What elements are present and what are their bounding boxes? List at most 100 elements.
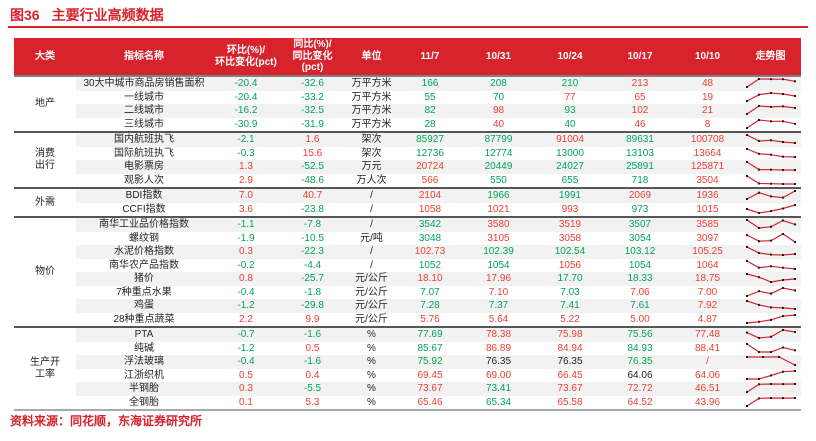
value-cell: 25891 [605, 160, 675, 174]
table-row: 半钢胎 0.3 -5.5% 73.67 73.41 73.67 72.72 46.51 [14, 382, 801, 396]
value-cell: 3105 [487, 232, 510, 244]
yoy-value-cell: 40.7 [280, 187, 345, 203]
yoy-value-cell: -29.8 [280, 299, 345, 313]
trend-sparkline [745, 91, 796, 102]
unit-cell: % [367, 369, 376, 381]
wow-value-cell: -16.2 [212, 104, 280, 118]
unit-cell: 元/吨 [360, 232, 383, 244]
value-cell: 75.56 [605, 326, 675, 342]
value-cell: 93 [535, 104, 605, 118]
value-cell: 69.45 [417, 369, 443, 381]
trend-cell [740, 355, 801, 369]
value-cell: 105.25 [675, 245, 740, 259]
trend-sparkline [745, 396, 796, 407]
value-cell: 12736 [416, 147, 444, 159]
value-cell: 73.67 [535, 382, 605, 396]
trend-cell [740, 326, 801, 342]
value-cell: 1015 [696, 203, 719, 215]
indicator-cell: 螺纹钢 [129, 232, 159, 244]
table-row: 江浙织机 0.5 0.4% 69.45 69.00 66.45 64.06 64.06 [14, 369, 801, 383]
trend-cell [740, 203, 801, 218]
value-cell: 3048 [418, 232, 442, 244]
unit-cell: 万元 [345, 160, 398, 174]
value-cell: 7.37 [462, 299, 535, 313]
wow-value-cell: -1.9 [237, 232, 255, 244]
value-cell: 7.10 [488, 286, 509, 298]
trend-cell [740, 76, 801, 91]
table-row: 观影人次 2.9 -48.6 万人次 566 550 655 718 3504 [14, 174, 801, 189]
trend-cell [740, 259, 801, 273]
yoy-value-cell: -23.8 [301, 203, 324, 215]
indicator-cell: 三线城市 [124, 118, 164, 130]
table-row: 7种重点水果 -0.4 -1.8 元/公斤 7.07 7.10 7.03 7.06 7.00 [14, 286, 801, 300]
value-cell: 84.94 [557, 342, 583, 354]
value-cell: 166 [398, 76, 462, 91]
trend-cell [740, 174, 801, 189]
wow-value-cell: 0.1 [239, 396, 253, 408]
value-cell: 40 [492, 118, 505, 130]
category-cell: 生产开 工率 [14, 326, 76, 410]
header-unit: 单位 [345, 38, 398, 77]
yoy-value-cell: -32.6 [280, 76, 345, 91]
value-cell: 1052 [418, 259, 442, 271]
trend-cell [740, 160, 801, 174]
value-cell: 1936 [675, 187, 740, 203]
yoy-value-cell: 5.3 [305, 396, 320, 408]
table-row: 鸡蛋 -1.2 -29.8 元/公斤 7.28 7.37 7.41 7.61 7.92 [14, 299, 801, 313]
trend-cell [740, 216, 801, 232]
value-cell: 75.92 [398, 355, 462, 369]
trend-cell [740, 245, 801, 259]
yoy-value-cell: -1.8 [303, 286, 322, 298]
indicator-cell: BDI指数 [76, 187, 212, 203]
unit-cell: 元/公斤 [345, 299, 398, 313]
trend-cell [740, 342, 801, 356]
wow-value-cell: -20.4 [234, 91, 258, 103]
value-cell: 76.35 [535, 355, 605, 369]
value-cell: 4.87 [697, 313, 718, 325]
trend-cell [740, 187, 801, 203]
value-cell: 102.54 [535, 245, 605, 259]
table-row: 生产开 工率 PTA -0.7 -1.6% 77.69 78.38 75.98 75.56 77… [14, 326, 801, 410]
trend-sparkline [745, 246, 796, 257]
category-cell: 物价 [14, 216, 76, 327]
indicator-cell: 南华工业品价格指数 [76, 216, 212, 232]
value-cell: 70 [492, 91, 505, 103]
indicator-cell: PTA [76, 326, 212, 342]
header-category: 大类 [14, 38, 76, 77]
value-cell: 24027 [535, 160, 605, 174]
yoy-value-cell: -31.9 [301, 118, 324, 130]
value-cell: 55 [424, 91, 436, 103]
value-cell: 87799 [462, 131, 535, 147]
value-cell: 21 [675, 104, 740, 118]
value-cell: 7.03 [560, 286, 580, 298]
value-cell: 69.00 [485, 369, 512, 381]
header-date-2: 10/31 [462, 38, 535, 77]
value-cell: 18.75 [675, 272, 740, 286]
value-cell: 98 [462, 104, 535, 118]
trend-cell [740, 104, 801, 118]
wow-value-cell: 0.3 [212, 382, 280, 396]
value-cell: 3585 [675, 216, 740, 232]
trend-sparkline [745, 232, 796, 243]
value-cell: 7.00 [697, 286, 718, 298]
value-cell: 1056 [558, 259, 582, 271]
unit-cell: 架次 [345, 131, 398, 147]
trend-sparkline [745, 342, 796, 353]
value-cell: 102 [605, 104, 675, 118]
indicator-cell: 浮法玻璃 [76, 355, 212, 369]
category-cell: 消费 出行 [14, 131, 76, 188]
unit-cell: / [370, 203, 373, 215]
source-note: 资料来源：同花顺，东海证券研究所 [10, 414, 203, 428]
unit-cell: 元/公斤 [355, 286, 388, 298]
wow-value-cell: -1.1 [212, 216, 280, 232]
trend-cell [740, 131, 801, 147]
trend-cell [740, 118, 801, 133]
yoy-value-cell: -48.6 [301, 174, 324, 186]
value-cell: 3054 [628, 232, 652, 244]
value-cell: 48 [675, 76, 740, 91]
trend-cell [740, 232, 801, 246]
indicator-cell: 观影人次 [124, 174, 164, 186]
value-cell: 73.67 [398, 382, 462, 396]
value-cell: 13103 [626, 147, 654, 159]
value-cell: / [675, 355, 740, 369]
